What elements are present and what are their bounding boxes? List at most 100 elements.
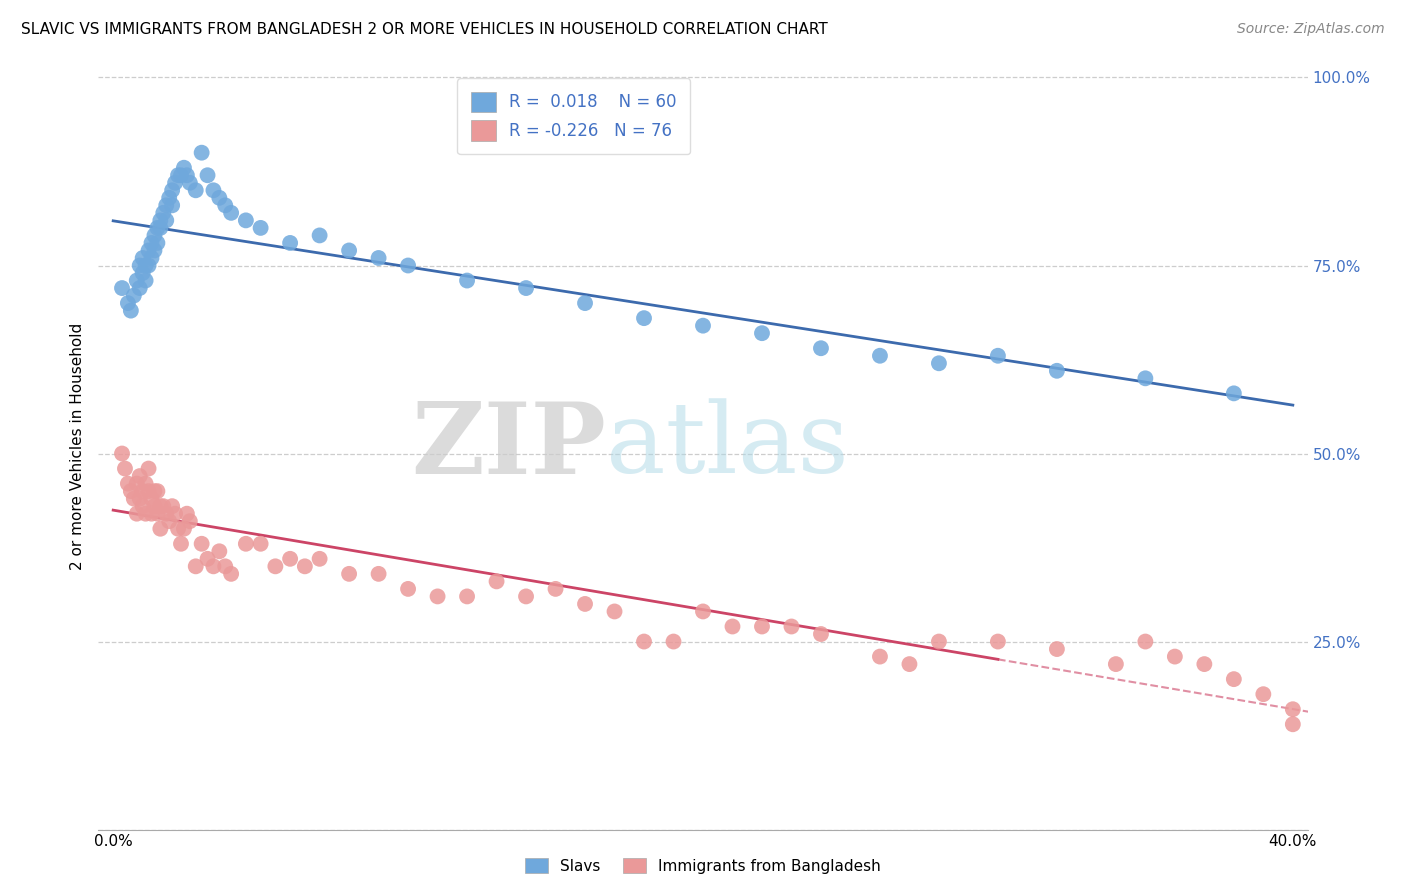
Point xyxy=(184,559,207,574)
Text: Source: ZipAtlas.com: Source: ZipAtlas.com xyxy=(1237,22,1385,37)
Point xyxy=(780,619,803,633)
Point xyxy=(146,484,169,499)
Point xyxy=(111,446,134,460)
Point xyxy=(135,259,157,273)
Point xyxy=(143,228,166,243)
Point xyxy=(308,228,330,243)
Point xyxy=(202,559,225,574)
Point xyxy=(603,604,626,618)
Point xyxy=(337,244,360,258)
Text: atlas: atlas xyxy=(606,398,849,494)
Point xyxy=(141,507,163,521)
Point xyxy=(143,244,166,258)
Point xyxy=(122,288,145,302)
Point xyxy=(120,303,142,318)
Point xyxy=(515,281,537,295)
Point xyxy=(138,484,160,499)
Point xyxy=(1135,634,1157,648)
Point xyxy=(869,649,891,664)
Point xyxy=(1046,642,1069,657)
Legend: Slavs, Immigrants from Bangladesh: Slavs, Immigrants from Bangladesh xyxy=(519,852,887,880)
Point xyxy=(138,461,160,475)
Point xyxy=(155,213,177,227)
Point xyxy=(197,551,219,566)
Point xyxy=(111,281,134,295)
Point xyxy=(202,183,225,197)
Point xyxy=(170,537,193,551)
Point xyxy=(633,634,655,648)
Point xyxy=(810,341,832,355)
Point xyxy=(143,484,166,499)
Text: ZIP: ZIP xyxy=(412,398,606,494)
Point xyxy=(135,507,157,521)
Point xyxy=(131,484,153,499)
Point xyxy=(308,551,330,566)
Point xyxy=(1253,687,1275,701)
Point xyxy=(173,522,195,536)
Point xyxy=(1223,672,1246,686)
Point xyxy=(149,220,172,235)
Point xyxy=(278,235,301,250)
Point xyxy=(1105,657,1128,672)
Point xyxy=(155,507,177,521)
Point xyxy=(264,559,287,574)
Point xyxy=(574,296,596,310)
Point xyxy=(515,590,537,604)
Point xyxy=(173,161,195,175)
Point xyxy=(456,590,478,604)
Point xyxy=(396,259,419,273)
Point xyxy=(152,206,174,220)
Point xyxy=(1282,702,1305,716)
Point xyxy=(131,266,153,280)
Y-axis label: 2 or more Vehicles in Household: 2 or more Vehicles in Household xyxy=(69,322,84,570)
Point xyxy=(157,514,180,528)
Point xyxy=(117,296,139,310)
Point xyxy=(149,213,172,227)
Point xyxy=(249,537,271,551)
Point xyxy=(898,657,921,672)
Point xyxy=(574,597,596,611)
Point xyxy=(167,522,190,536)
Point xyxy=(149,522,172,536)
Point xyxy=(337,566,360,581)
Point xyxy=(146,220,169,235)
Point xyxy=(214,198,236,212)
Point xyxy=(131,251,153,265)
Point xyxy=(128,491,150,506)
Point xyxy=(485,574,508,589)
Point xyxy=(190,537,212,551)
Point xyxy=(987,349,1010,363)
Point xyxy=(987,634,1010,648)
Point xyxy=(179,514,201,528)
Point xyxy=(456,274,478,288)
Point xyxy=(141,235,163,250)
Point xyxy=(278,551,301,566)
Point xyxy=(219,566,242,581)
Point xyxy=(633,311,655,326)
Point xyxy=(396,582,419,596)
Text: SLAVIC VS IMMIGRANTS FROM BANGLADESH 2 OR MORE VEHICLES IN HOUSEHOLD CORRELATION: SLAVIC VS IMMIGRANTS FROM BANGLADESH 2 O… xyxy=(21,22,828,37)
Point xyxy=(1223,386,1246,401)
Point xyxy=(125,507,148,521)
Point xyxy=(128,259,150,273)
Point xyxy=(179,176,201,190)
Point xyxy=(751,326,773,341)
Point xyxy=(146,235,169,250)
Point xyxy=(157,191,180,205)
Point xyxy=(131,499,153,513)
Point xyxy=(138,244,160,258)
Point xyxy=(165,507,187,521)
Point xyxy=(928,356,950,370)
Point xyxy=(692,604,714,618)
Point xyxy=(160,198,183,212)
Point xyxy=(167,168,190,182)
Point xyxy=(928,634,950,648)
Point xyxy=(165,176,187,190)
Point xyxy=(128,281,150,295)
Point xyxy=(149,499,172,513)
Point xyxy=(1164,649,1187,664)
Point xyxy=(721,619,744,633)
Point xyxy=(176,507,198,521)
Point xyxy=(125,274,148,288)
Point xyxy=(160,499,183,513)
